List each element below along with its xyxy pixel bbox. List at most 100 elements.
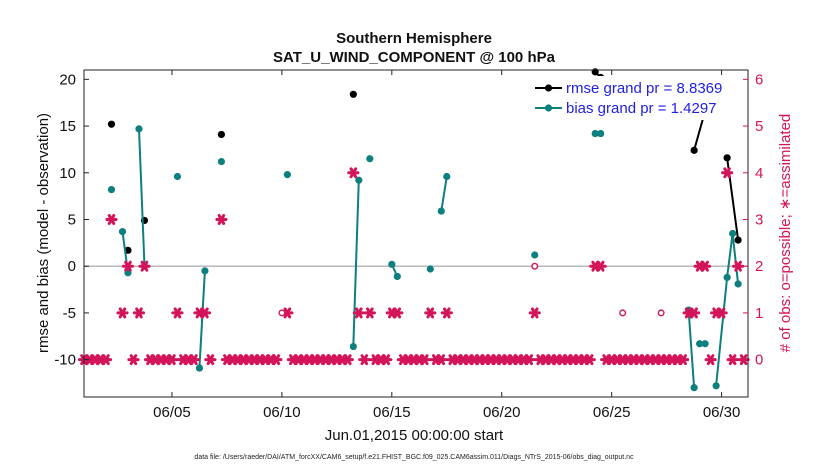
rmse-point xyxy=(734,236,742,244)
bias-line-segment xyxy=(352,180,360,347)
obs-assimilated-point xyxy=(732,260,745,272)
bias-line-segment xyxy=(687,310,696,388)
bias-point xyxy=(118,228,127,236)
y-axis-right: 0 1 2 3 4 5 6 xyxy=(743,71,763,369)
obs-assimilated-stroke xyxy=(102,354,110,366)
y2-tick-label: 0 xyxy=(755,352,763,369)
obs-assimilated-point xyxy=(352,307,365,319)
obs-assimilated-stroke xyxy=(107,214,116,225)
y2-axis-label: # of obs: o=possible; ∗=assimilated xyxy=(777,114,794,353)
x-tick-label: 06/05 xyxy=(153,404,191,421)
obs-assimilated-stroke xyxy=(420,354,429,366)
obs-assimilated-stroke xyxy=(360,354,369,366)
bias-point xyxy=(195,364,204,372)
legend-bias-swatch-marker xyxy=(544,104,553,112)
bias-point xyxy=(355,176,363,184)
obs-assimilated-point xyxy=(435,354,448,366)
obs-assimilated-point xyxy=(270,354,283,366)
y-tick-label: 0 xyxy=(68,258,76,275)
obs-assimilated-stroke xyxy=(701,260,709,272)
obs-assimilated-point xyxy=(187,354,201,366)
obs-assimilated-point xyxy=(341,354,354,366)
bias-point xyxy=(723,273,731,282)
obs-assimilated-stroke xyxy=(129,354,138,366)
obs-assimilated-point xyxy=(358,354,371,366)
obs-assimilated-stroke xyxy=(366,307,374,319)
bias-point xyxy=(201,267,209,275)
obs-assimilated-point xyxy=(171,307,184,319)
obs-assimilated-point xyxy=(726,354,739,366)
obs-assimilated-stroke xyxy=(525,354,534,366)
obs-assimilated-stroke xyxy=(190,354,198,366)
obs-assimilated-point xyxy=(215,214,228,225)
bias-point xyxy=(443,172,451,181)
obs-assimilated-stroke xyxy=(437,354,446,366)
obs-assimilated-point xyxy=(418,354,431,366)
bias-point xyxy=(734,280,742,288)
bias-point xyxy=(712,382,720,390)
obs-assimilated-point xyxy=(121,260,135,272)
obs-assimilated-stroke xyxy=(168,354,176,366)
rmse-point xyxy=(107,120,116,128)
y-tick-label: 15 xyxy=(59,118,76,135)
bias-point xyxy=(597,129,605,138)
obs-assimilated-point xyxy=(528,307,541,319)
obs-assimilated-point xyxy=(363,307,376,319)
obs-assimilated-point xyxy=(523,354,536,366)
obs-assimilated-point xyxy=(380,354,393,366)
obs-assimilated-stroke xyxy=(734,260,742,272)
obs-assimilated-point xyxy=(347,167,360,179)
y-axis-label: rmse and bias (model - observation) xyxy=(35,113,52,353)
y-axis-left: -10 -5 0 5 10 15 20 xyxy=(54,71,89,369)
obs-assimilated-point xyxy=(594,260,607,272)
obs-assimilated-point xyxy=(677,354,690,366)
bias-line-segment xyxy=(138,128,146,267)
bias-line-segment xyxy=(715,233,740,386)
obs-assimilated-point xyxy=(116,307,129,319)
obs-assimilated-stroke xyxy=(118,307,127,319)
obs-assimilated-point xyxy=(165,354,179,366)
obs-assimilated-stroke xyxy=(382,354,391,366)
obs-possible-point xyxy=(278,309,286,317)
obs-assimilated-stroke xyxy=(679,354,687,366)
y2-tick-label: 4 xyxy=(755,165,763,182)
bias-point xyxy=(426,265,434,273)
x-tick-label: 06/10 xyxy=(263,404,301,421)
legend-bias-label: bias grand pr = 1.4297 xyxy=(566,100,717,117)
obs-assimilated-stroke xyxy=(585,354,594,366)
obs-assimilated-stroke xyxy=(728,354,737,366)
bias-point xyxy=(217,157,226,166)
bias-point xyxy=(696,340,704,348)
obs-assimilated-stroke xyxy=(206,354,215,366)
obs-assimilated-point xyxy=(440,307,453,319)
y-tick-label: -10 xyxy=(54,352,76,369)
obs-assimilated-point xyxy=(721,167,734,179)
bias-point xyxy=(701,340,709,348)
x-tick-label: 06/15 xyxy=(373,404,411,421)
y2-tick-label: 1 xyxy=(755,305,763,322)
obs-assimilated-stroke xyxy=(283,307,292,319)
x-tick-label: 06/20 xyxy=(483,404,521,421)
rmse-point xyxy=(591,68,599,76)
rmse-point xyxy=(217,130,226,139)
y2-tick-label: 3 xyxy=(755,211,763,228)
bias-line-segment xyxy=(198,270,206,369)
obs-assimilated-stroke xyxy=(690,307,698,319)
legend-rmse-swatch-marker xyxy=(544,84,553,92)
legend-rmse-label: rmse grand pr = 8.8369 xyxy=(566,80,722,97)
obs-assimilated-stroke xyxy=(173,307,182,319)
obs-possible-point xyxy=(531,262,539,270)
plot-frame xyxy=(83,69,749,398)
obs-assimilated-stroke xyxy=(530,307,539,319)
bias-point xyxy=(388,260,396,268)
obs-assimilated-point xyxy=(715,307,728,319)
obs-assimilated-point xyxy=(583,354,596,366)
obs-assimilated-point xyxy=(391,307,404,319)
obs-assimilated-point xyxy=(424,307,437,319)
obs-assimilated-stroke xyxy=(706,354,715,366)
bias-point xyxy=(283,171,291,179)
bias-point xyxy=(366,155,374,163)
obs-assimilated-stroke xyxy=(717,307,726,319)
bias-point xyxy=(135,125,143,133)
